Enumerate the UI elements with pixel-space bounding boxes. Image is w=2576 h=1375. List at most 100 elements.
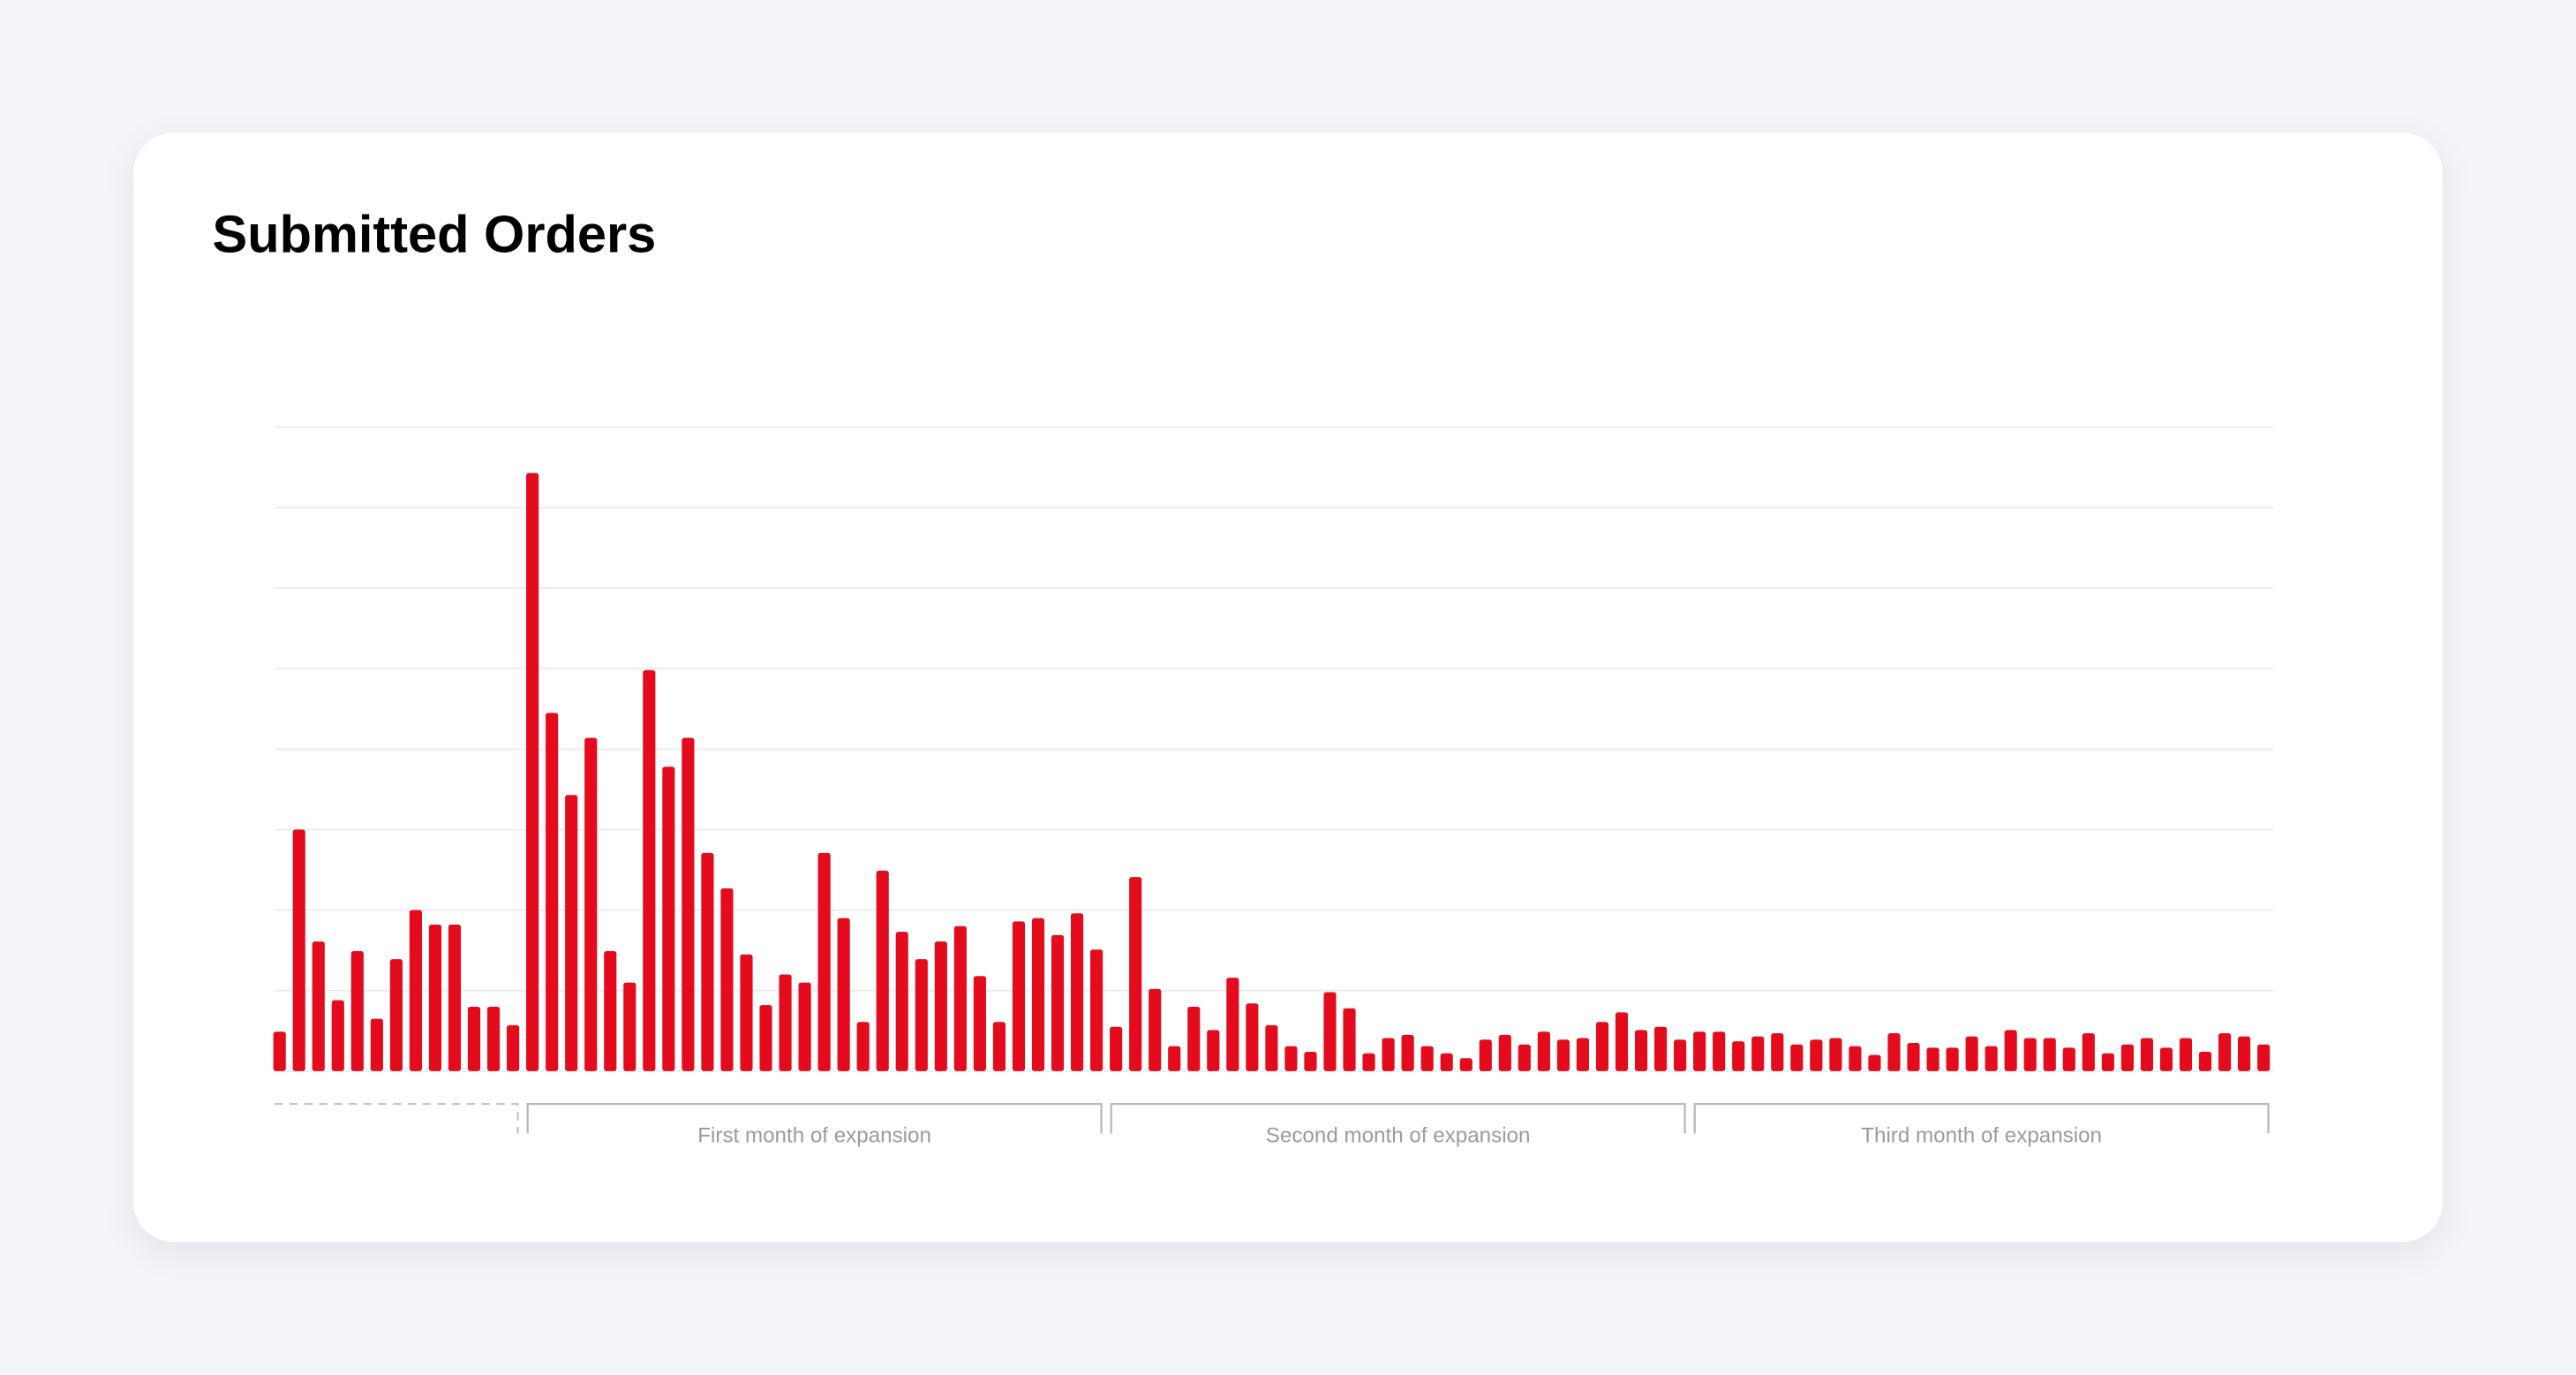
- bar: [1420, 1046, 1434, 1071]
- bar: [740, 954, 753, 1071]
- bar: [1479, 1039, 1492, 1071]
- group-bracket: [526, 1102, 1103, 1134]
- bar: [1790, 1044, 1804, 1071]
- bar: [1382, 1038, 1395, 1071]
- bar: [1985, 1046, 1998, 1071]
- bar: [1732, 1041, 1745, 1071]
- bar: [1149, 988, 1162, 1071]
- group-label: Third month of expansion: [1861, 1124, 2102, 1148]
- bar: [486, 1006, 501, 1071]
- card: [133, 132, 2443, 1243]
- bar: [1946, 1047, 1959, 1071]
- plot: First month of expansion Second month of …: [273, 426, 2274, 1148]
- bar: [1323, 992, 1337, 1071]
- bar: [1031, 918, 1045, 1071]
- bar: [584, 737, 598, 1071]
- bar: [1771, 1033, 1784, 1071]
- bar: [1362, 1053, 1375, 1071]
- bar: [1226, 978, 1239, 1071]
- bar: [2257, 1044, 2271, 1071]
- bar: [779, 974, 792, 1071]
- bar: [2218, 1033, 2232, 1071]
- bar: [1537, 1031, 1550, 1071]
- bar: [2004, 1030, 2017, 1071]
- bar: [1187, 1006, 1201, 1071]
- bar: [604, 951, 617, 1071]
- bar: [1965, 1036, 1978, 1071]
- bar: [992, 1022, 1006, 1071]
- bar: [1556, 1039, 1570, 1071]
- bar: [1634, 1030, 1648, 1071]
- bar: [1576, 1038, 1590, 1071]
- bar: [837, 918, 850, 1071]
- bar: [1343, 1008, 1356, 1071]
- group-label: Second month of expansion: [1266, 1124, 1531, 1148]
- bar: [2179, 1038, 2193, 1071]
- bar: [2159, 1047, 2173, 1071]
- bar: [1070, 913, 1084, 1071]
- bar: [565, 795, 578, 1071]
- bar: [2023, 1038, 2037, 1071]
- chart-title: Submitted Orders: [213, 204, 657, 263]
- bar: [1090, 949, 1103, 1071]
- bar: [643, 669, 656, 1071]
- bar: [1926, 1047, 1940, 1071]
- bar: [2198, 1051, 2212, 1071]
- bar: [662, 767, 675, 1071]
- bar: [759, 1005, 772, 1071]
- bar: [682, 737, 695, 1071]
- bar: [915, 959, 928, 1071]
- bar: [895, 932, 908, 1071]
- bar: [428, 924, 442, 1071]
- bar: [1868, 1054, 1881, 1071]
- group-bracket: [1693, 1102, 2270, 1134]
- bar: [1518, 1044, 1531, 1071]
- bar: [1304, 1051, 1317, 1071]
- bar: [507, 1024, 520, 1071]
- bar: [1246, 1003, 1259, 1071]
- bar: [1849, 1046, 1862, 1071]
- bar: [1459, 1058, 1473, 1071]
- bar: [1498, 1034, 1511, 1071]
- bar: [1595, 1022, 1609, 1071]
- bar: [798, 982, 811, 1071]
- bar: [1110, 1026, 1123, 1071]
- bar: [331, 1000, 344, 1071]
- bar: [448, 924, 462, 1071]
- bar: [292, 829, 305, 1071]
- bar: [1810, 1039, 1823, 1071]
- bar: [2238, 1036, 2251, 1071]
- bar: [2120, 1044, 2134, 1071]
- bar: [2082, 1033, 2095, 1071]
- bar: [2043, 1038, 2056, 1071]
- bar: [312, 941, 325, 1071]
- bar: [701, 852, 714, 1071]
- bar: [1207, 1030, 1220, 1071]
- bar: [1887, 1033, 1901, 1071]
- group-bracket: [1110, 1102, 1686, 1134]
- bar: [1615, 1012, 1629, 1071]
- bar: [1168, 1046, 1181, 1071]
- bar: [526, 472, 539, 1071]
- bar: [1284, 1046, 1298, 1071]
- bar: [546, 713, 559, 1071]
- bar: [1654, 1026, 1668, 1071]
- bar: [876, 870, 889, 1071]
- bar: [273, 1031, 286, 1071]
- bar: [1693, 1031, 1706, 1071]
- bar: [1401, 1034, 1414, 1071]
- bar: [1051, 934, 1065, 1071]
- bar: [1265, 1024, 1278, 1071]
- bar: [1674, 1039, 1687, 1071]
- bar: [934, 941, 947, 1071]
- bar: [2140, 1038, 2153, 1071]
- bar: [720, 888, 734, 1071]
- bar: [953, 925, 967, 1071]
- bar: [1440, 1053, 1453, 1071]
- bar: [2101, 1053, 2114, 1071]
- bar: [389, 959, 403, 1071]
- bar: [1713, 1031, 1726, 1071]
- bar: [1751, 1036, 1765, 1071]
